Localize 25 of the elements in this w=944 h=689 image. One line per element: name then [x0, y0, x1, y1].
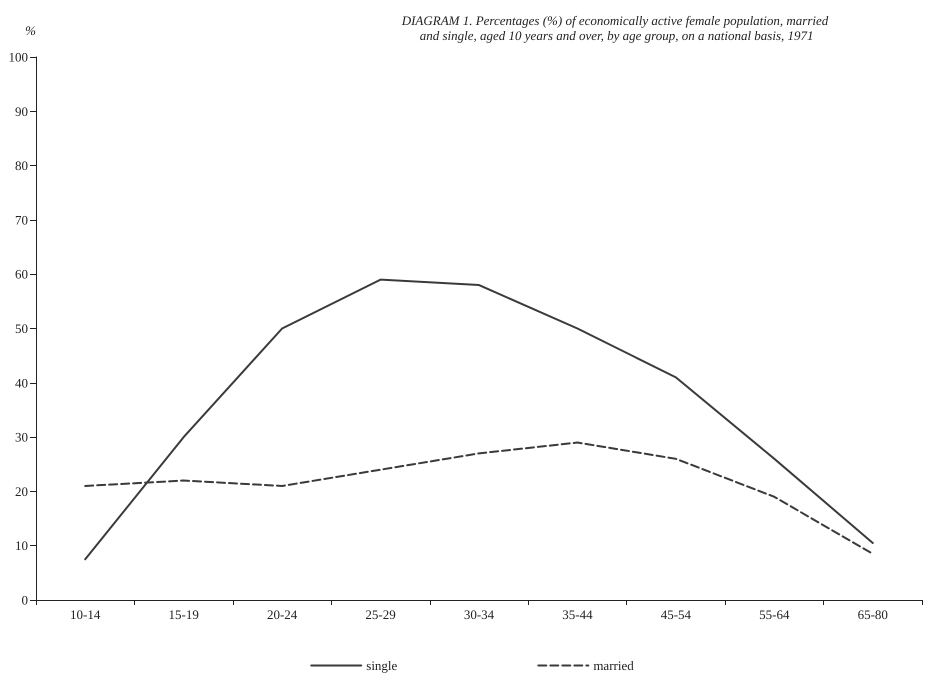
y-tick-label: 100 — [8, 50, 28, 64]
x-tick-label: 25-29 — [365, 607, 396, 622]
x-tick-label: 55-64 — [759, 607, 790, 622]
y-tick-label: 50 — [15, 321, 28, 336]
legend-label: married — [593, 658, 634, 673]
y-tick-label: 0 — [22, 592, 28, 608]
x-tick-label: 20-24 — [266, 607, 298, 622]
y-tick-label: 70 — [15, 212, 28, 228]
y-tick-label: 30 — [15, 430, 28, 445]
y-tick-label: 90 — [15, 104, 28, 119]
x-tick-label: 65-80 — [858, 607, 888, 622]
x-tick-label: 30-34 — [464, 607, 495, 622]
x-tick-label: 10-14 — [70, 607, 101, 622]
y-tick-label: 20 — [15, 484, 28, 499]
x-tick-label: 15-19 — [168, 607, 199, 622]
y-axis-title: % — [25, 23, 36, 38]
x-tick-label: 45-54 — [660, 607, 692, 622]
line-series — [84, 278, 874, 560]
legend-label: single — [366, 658, 398, 673]
y-tick-label: 40 — [15, 375, 28, 390]
chart-title: DIAGRAM 1. Percentages (%) of economically active female population, married and single, aged 10 years and over, by age group, on a national basis, 1971 — [400, 13, 829, 43]
x-tick-label: 35-44 — [562, 607, 594, 622]
y-tick-label: 10 — [15, 538, 28, 554]
y-tick-label: 80 — [15, 158, 28, 174]
y-tick-label: 60 — [15, 266, 28, 282]
